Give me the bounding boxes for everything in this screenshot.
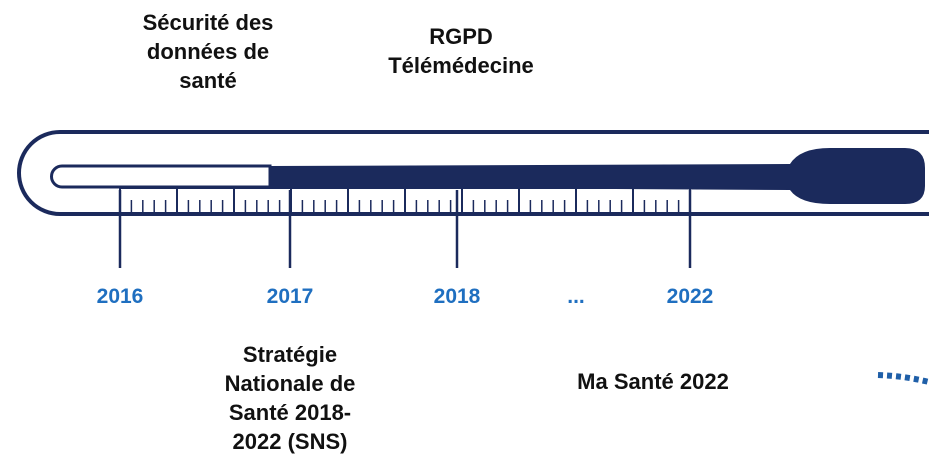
page: Sécurité desdonnées desanté RGPDTéléméde… (0, 0, 929, 474)
mercury (270, 148, 925, 204)
year-label: 2016 (97, 285, 144, 309)
bottom-label: Ma Santé 2022 (577, 367, 729, 396)
label-line: 2022 (SNS) (225, 427, 356, 456)
label-line: Santé 2018- (225, 398, 356, 427)
year-label: 2018 (434, 285, 481, 309)
scale-ticks (120, 188, 690, 213)
label-line: Sécurité des (143, 8, 274, 37)
year-label: 2017 (267, 285, 314, 309)
label-line: Ma Santé 2022 (577, 367, 729, 396)
year-label: 2022 (667, 285, 714, 309)
label-line: Télémédecine (388, 51, 534, 80)
label-line: données de (143, 37, 274, 66)
label-line: Nationale de (225, 369, 356, 398)
label-line: santé (143, 66, 274, 95)
tube-empty (52, 166, 271, 187)
label-line: RGPD (388, 22, 534, 51)
dotted-connector (878, 375, 929, 382)
year-label: ... (567, 285, 585, 309)
label-line: Stratégie (225, 340, 356, 369)
